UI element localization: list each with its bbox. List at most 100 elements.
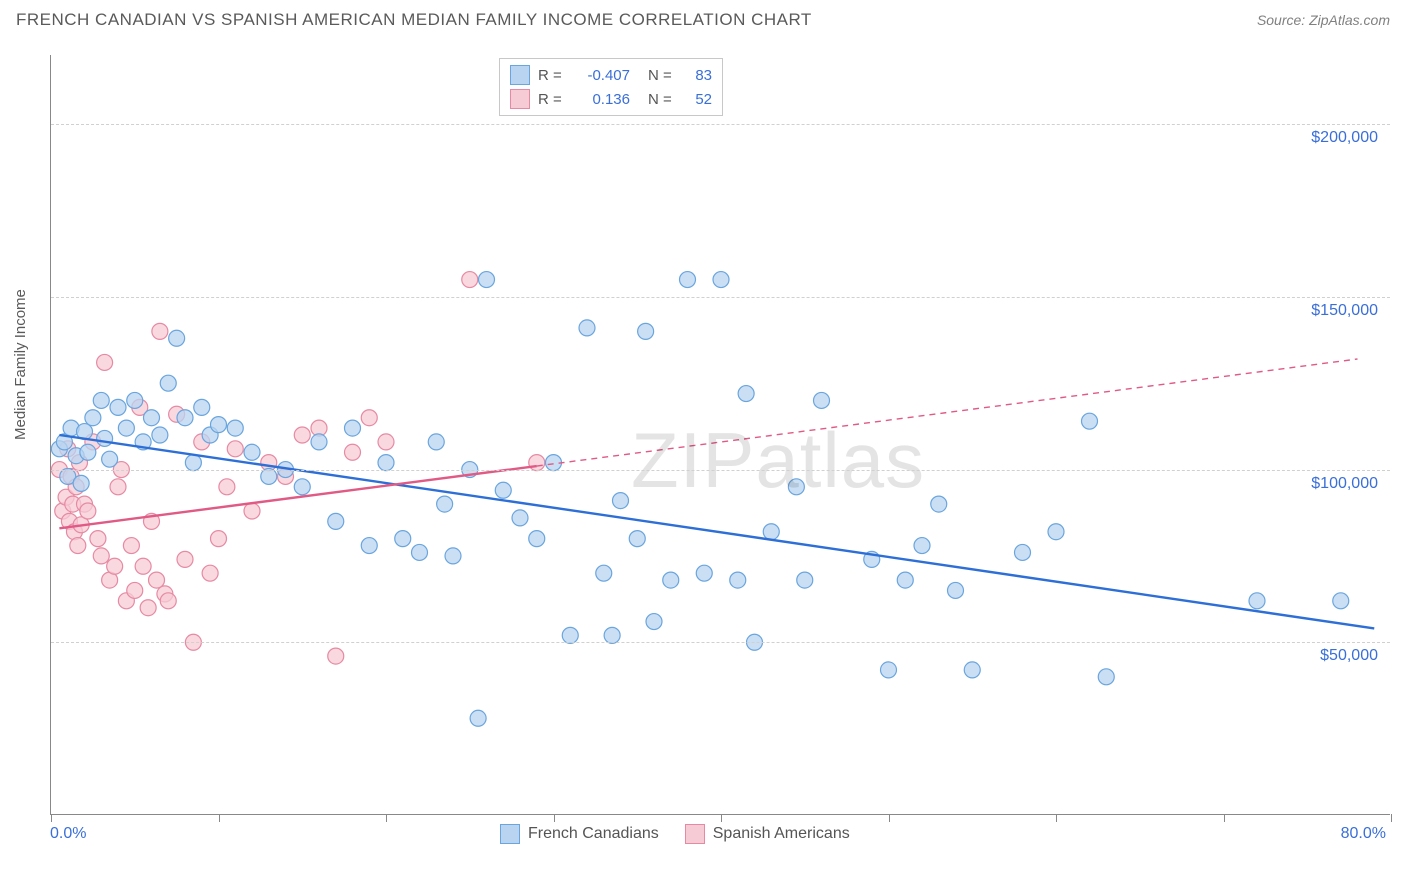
gridline bbox=[51, 470, 1390, 471]
scatter-point bbox=[462, 272, 478, 288]
scatter-point bbox=[152, 427, 168, 443]
scatter-point bbox=[202, 565, 218, 581]
x-tick bbox=[1391, 814, 1392, 822]
scatter-point bbox=[160, 593, 176, 609]
chart-title: FRENCH CANADIAN VS SPANISH AMERICAN MEDI… bbox=[16, 10, 812, 30]
scatter-point bbox=[107, 558, 123, 574]
scatter-point bbox=[177, 410, 193, 426]
scatter-point bbox=[479, 272, 495, 288]
legend-n-label: N = bbox=[648, 67, 678, 84]
scatter-point bbox=[948, 582, 964, 598]
scatter-point bbox=[127, 392, 143, 408]
scatter-point bbox=[680, 272, 696, 288]
legend-r-label: R = bbox=[538, 67, 568, 84]
y-tick-label: $150,000 bbox=[1311, 302, 1378, 320]
scatter-point bbox=[1015, 544, 1031, 560]
scatter-point bbox=[1048, 524, 1064, 540]
y-axis-label: Median Family Income bbox=[12, 289, 29, 440]
legend-item: French Canadians bbox=[500, 824, 659, 844]
scatter-point bbox=[152, 323, 168, 339]
scatter-point bbox=[102, 451, 118, 467]
legend-swatch bbox=[510, 65, 530, 85]
legend-n-value: 83 bbox=[686, 67, 712, 84]
x-axis-min-label: 0.0% bbox=[50, 825, 86, 843]
series-legend: French Canadians Spanish Americans bbox=[500, 824, 850, 844]
scatter-point bbox=[294, 479, 310, 495]
legend-r-value: 0.136 bbox=[576, 91, 630, 108]
scatter-point bbox=[97, 430, 113, 446]
scatter-point bbox=[227, 441, 243, 457]
scatter-point bbox=[495, 482, 511, 498]
scatter-point bbox=[90, 531, 106, 547]
scatter-point bbox=[579, 320, 595, 336]
scatter-point bbox=[311, 434, 327, 450]
scatter-point bbox=[93, 392, 109, 408]
scatter-point bbox=[144, 410, 160, 426]
scatter-point bbox=[428, 434, 444, 450]
chart-header: FRENCH CANADIAN VS SPANISH AMERICAN MEDI… bbox=[0, 0, 1406, 36]
scatter-point bbox=[1333, 593, 1349, 609]
scatter-point bbox=[763, 524, 779, 540]
scatter-point bbox=[361, 538, 377, 554]
scatter-point bbox=[788, 479, 804, 495]
scatter-point bbox=[185, 455, 201, 471]
chart-plot-area: ZIPatlas R =-0.407N =83R =0.136N =52 $50… bbox=[50, 55, 1390, 815]
y-tick-label: $200,000 bbox=[1311, 129, 1378, 147]
regression-line-solid bbox=[59, 466, 536, 528]
scatter-point bbox=[412, 544, 428, 560]
scatter-point bbox=[562, 627, 578, 643]
scatter-point bbox=[244, 503, 260, 519]
scatter-point bbox=[80, 444, 96, 460]
scatter-point bbox=[177, 551, 193, 567]
scatter-point bbox=[445, 548, 461, 564]
scatter-point bbox=[85, 410, 101, 426]
scatter-point bbox=[361, 410, 377, 426]
scatter-point bbox=[814, 392, 830, 408]
scatter-point bbox=[93, 548, 109, 564]
x-tick bbox=[721, 814, 722, 822]
scatter-point bbox=[294, 427, 310, 443]
x-tick bbox=[386, 814, 387, 822]
scatter-point bbox=[127, 582, 143, 598]
y-tick-label: $50,000 bbox=[1320, 647, 1378, 665]
scatter-point bbox=[931, 496, 947, 512]
x-axis-max-label: 80.0% bbox=[1341, 825, 1386, 843]
scatter-point bbox=[70, 538, 86, 554]
gridline bbox=[51, 642, 1390, 643]
scatter-point bbox=[646, 614, 662, 630]
scatter-point bbox=[629, 531, 645, 547]
legend-r-value: -0.407 bbox=[576, 67, 630, 84]
scatter-point bbox=[328, 648, 344, 664]
scatter-point bbox=[110, 479, 126, 495]
scatter-point bbox=[1249, 593, 1265, 609]
x-tick bbox=[554, 814, 555, 822]
legend-swatch bbox=[500, 824, 520, 844]
scatter-point bbox=[149, 572, 165, 588]
scatter-point bbox=[604, 627, 620, 643]
legend-n-value: 52 bbox=[686, 91, 712, 108]
scatter-point bbox=[738, 386, 754, 402]
scatter-point bbox=[613, 493, 629, 509]
scatter-point bbox=[713, 272, 729, 288]
scatter-point bbox=[211, 417, 227, 433]
scatter-point bbox=[97, 354, 113, 370]
scatter-point bbox=[194, 399, 210, 415]
legend-swatch bbox=[510, 89, 530, 109]
scatter-point bbox=[73, 475, 89, 491]
scatter-point bbox=[437, 496, 453, 512]
scatter-point bbox=[244, 444, 260, 460]
scatter-point bbox=[378, 455, 394, 471]
legend-label: Spanish Americans bbox=[713, 825, 850, 843]
scatter-point bbox=[696, 565, 712, 581]
scatter-point bbox=[529, 455, 545, 471]
scatter-point bbox=[395, 531, 411, 547]
scatter-point bbox=[261, 468, 277, 484]
legend-stat-row: R =0.136N =52 bbox=[510, 87, 712, 111]
legend-item: Spanish Americans bbox=[685, 824, 850, 844]
scatter-point bbox=[1082, 413, 1098, 429]
scatter-point bbox=[140, 600, 156, 616]
scatter-point bbox=[110, 399, 126, 415]
scatter-point bbox=[123, 538, 139, 554]
correlation-legend: R = -0.407 N = 83 R =0.136N =52 bbox=[499, 58, 723, 116]
x-tick bbox=[889, 814, 890, 822]
